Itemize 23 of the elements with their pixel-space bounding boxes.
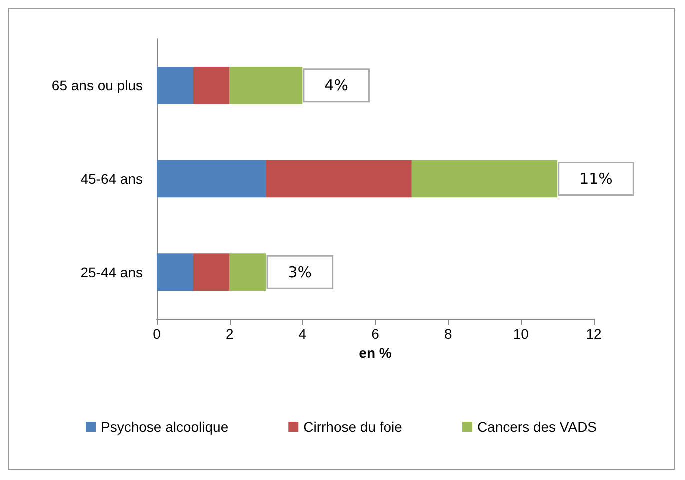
bar — [193, 254, 230, 291]
x-tick-label: 10 — [513, 326, 530, 342]
bar — [193, 67, 230, 104]
x-axis-title: en % — [359, 344, 392, 361]
bar — [157, 254, 194, 291]
x-tick-label: 4 — [298, 326, 307, 342]
x-tick-label: 6 — [372, 326, 380, 342]
total-label: 3% — [288, 263, 312, 282]
legend-label: Cancers des VADS — [477, 419, 598, 435]
y-tick-label: 65 ans ou plus — [52, 78, 143, 94]
bar — [266, 160, 412, 198]
bar — [157, 160, 266, 198]
total-label: 4% — [324, 76, 348, 95]
bar — [157, 67, 194, 104]
legend-label: Psychose alcoolique — [100, 419, 229, 435]
y-tick-label: 25-44 ans — [80, 264, 143, 280]
legend-label: Cirrhose du foie — [304, 419, 403, 435]
x-tick-label: 8 — [444, 326, 452, 342]
total-label: 11% — [580, 170, 613, 188]
x-tick-label: 0 — [153, 326, 162, 342]
y-tick-label: 45-64 ans — [80, 171, 143, 187]
x-tick-label: 12 — [586, 326, 602, 342]
x-tick-label: 2 — [226, 326, 234, 342]
